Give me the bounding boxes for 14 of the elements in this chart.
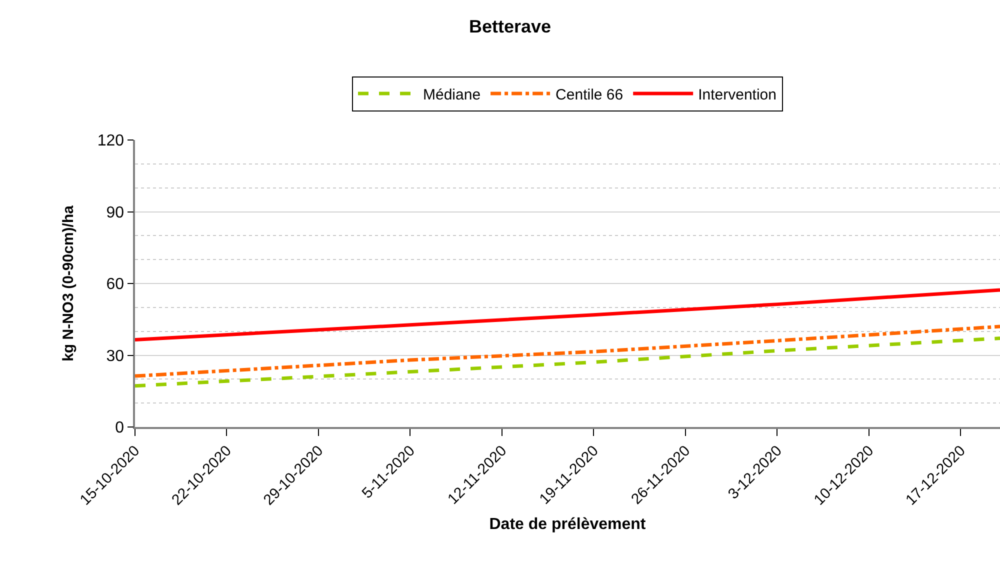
y-tick-label: 90 [106,204,124,222]
line-series [135,336,1000,388]
x-axis-title: Date de prélèvement [489,516,646,533]
y-tick-label: 60 [106,276,124,294]
y-tick-label: 120 [97,132,124,150]
line-series [135,324,1000,378]
legend-label: Médiane [423,86,481,104]
y-tick-label: 0 [115,420,124,437]
chart-title: Betterave [468,16,552,36]
legend-label: Centile 66 [556,86,624,104]
legend-label: Intervention [698,86,776,104]
y-tick-label: 30 [106,348,124,365]
y-axis-title: kg N-NO3 (0-90cm)/ha [60,204,78,362]
line-series [135,288,1000,342]
